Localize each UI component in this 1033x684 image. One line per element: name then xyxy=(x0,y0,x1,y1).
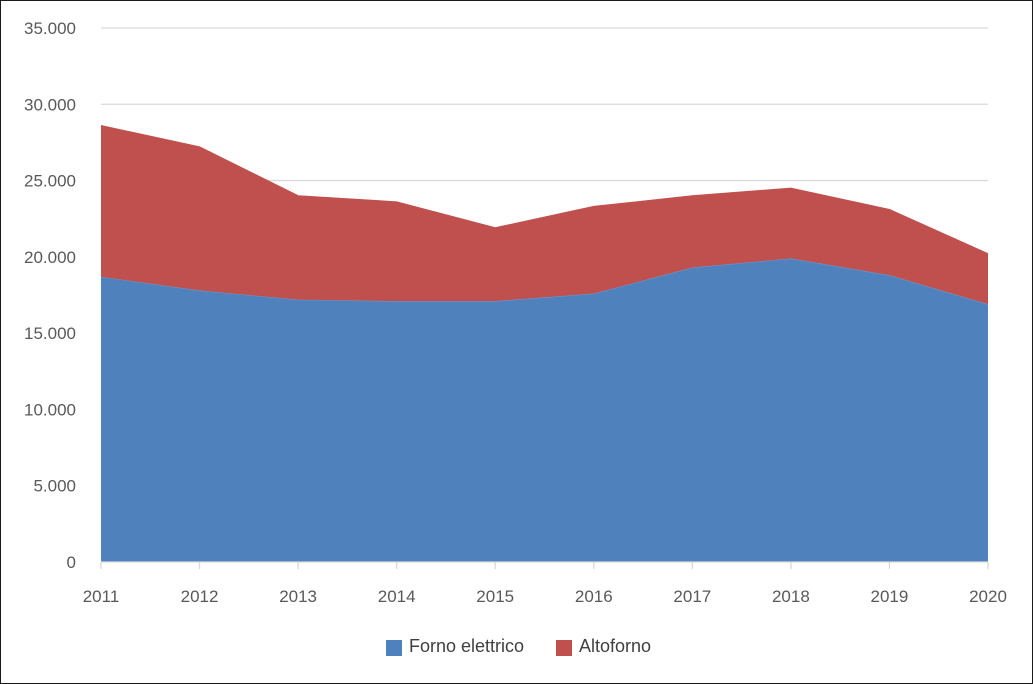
y-tick-label: 5.000 xyxy=(33,477,76,496)
series-area-forno-elettrico xyxy=(101,258,988,562)
x-tick-label: 2018 xyxy=(772,587,810,606)
legend: Forno elettrico Altoforno xyxy=(386,636,651,656)
x-tick-label: 2019 xyxy=(871,587,909,606)
series-top-line xyxy=(100,125,989,255)
y-axis: 0 5.000 10.000 15.000 20.000 25.000 30.000 35.0… xyxy=(24,19,76,572)
series-area-altoforno xyxy=(101,125,988,305)
legend-swatch xyxy=(386,640,402,656)
y-tick-label: 20.000 xyxy=(24,248,76,267)
y-tick-label: 10.000 xyxy=(24,400,76,419)
x-tick-label: 2015 xyxy=(476,587,514,606)
x-tick-label: 2014 xyxy=(378,587,416,606)
y-tick-label: 15.000 xyxy=(24,324,76,343)
x-tick-label: 2016 xyxy=(575,587,613,606)
legend-swatch xyxy=(556,640,572,656)
x-tick-label: 2013 xyxy=(279,587,317,606)
y-tick-label: 25.000 xyxy=(24,172,76,191)
series-areas xyxy=(100,125,989,562)
y-tick-label: 0 xyxy=(67,553,76,572)
y-tick-label: 35.000 xyxy=(24,19,76,38)
x-tick-label: 2011 xyxy=(83,587,120,606)
x-axis: 2011 2012 2013 2014 2015 2016 2017 2018 2019 2020 xyxy=(83,561,1007,606)
x-tick-label: 2017 xyxy=(673,587,711,606)
y-tick-label: 30.000 xyxy=(24,95,76,114)
x-tick-label: 2020 xyxy=(969,587,1007,606)
x-tick-label: 2012 xyxy=(181,587,219,606)
legend-label: Altoforno xyxy=(579,636,651,656)
legend-label: Forno elettrico xyxy=(409,636,524,656)
